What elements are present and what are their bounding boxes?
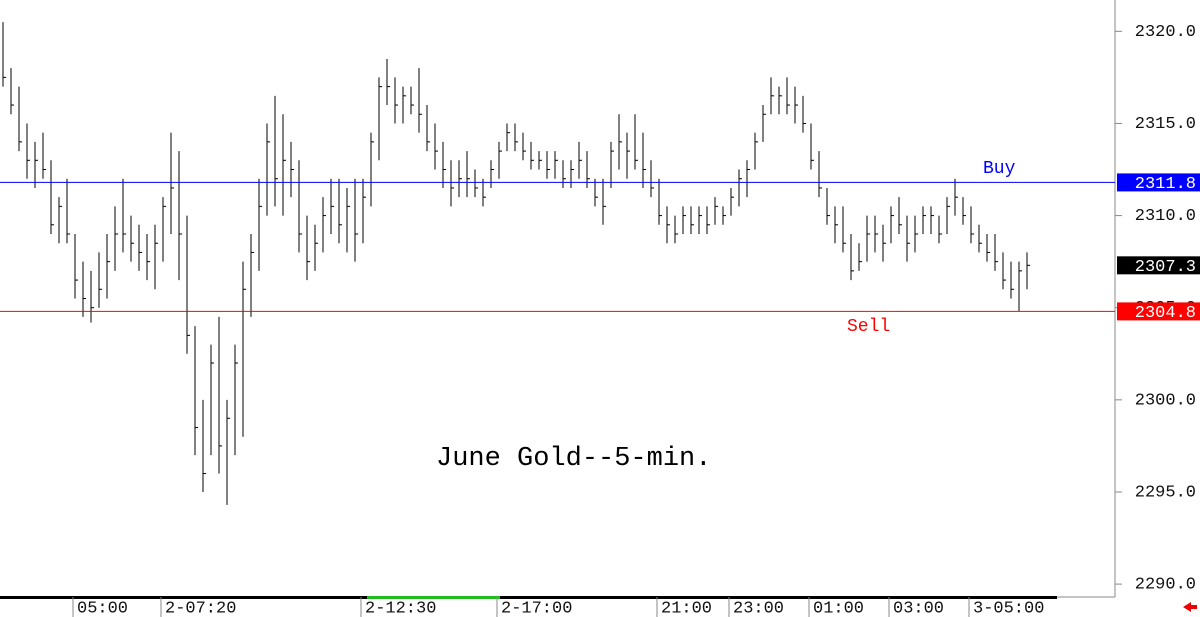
session-bar [0, 596, 1057, 599]
y-tick-label: 2310.0 [1135, 207, 1196, 226]
y-tick-label: 2295.0 [1135, 483, 1196, 502]
session-bar-active [367, 596, 500, 599]
level-badge [1117, 173, 1200, 192]
level-badge-label: 2311.8 [1135, 175, 1196, 194]
last-price-label: 2307.3 [1135, 258, 1196, 277]
x-tick-label: 3-05:00 [973, 599, 1044, 617]
chart-annotation: June Gold--5-min. [436, 444, 711, 474]
y-tick-label: 2315.0 [1135, 115, 1196, 134]
y-tick-label: 2320.0 [1135, 23, 1196, 42]
x-tick-label: 03:00 [893, 599, 944, 617]
x-tick-label: 05:00 [77, 599, 128, 617]
x-tick-label: 21:00 [661, 599, 712, 617]
level-badge-label: 2304.8 [1135, 304, 1196, 323]
x-tick-label: 23:00 [733, 599, 784, 617]
x-tick-label: 2-17:00 [501, 599, 572, 617]
y-tick-label: 2300.0 [1135, 391, 1196, 410]
last-price-badge [1117, 256, 1200, 275]
x-tick-label: 01:00 [813, 599, 864, 617]
level-badge [1117, 302, 1200, 321]
y-tick-label: 2290.0 [1135, 576, 1196, 595]
level-label: Buy [983, 159, 1016, 179]
x-tick-label: 2-07:20 [165, 599, 236, 617]
level-label: Sell [847, 317, 890, 337]
x-tick-label: 2-12:30 [365, 599, 436, 617]
scroll-arrow[interactable] [1183, 602, 1197, 612]
